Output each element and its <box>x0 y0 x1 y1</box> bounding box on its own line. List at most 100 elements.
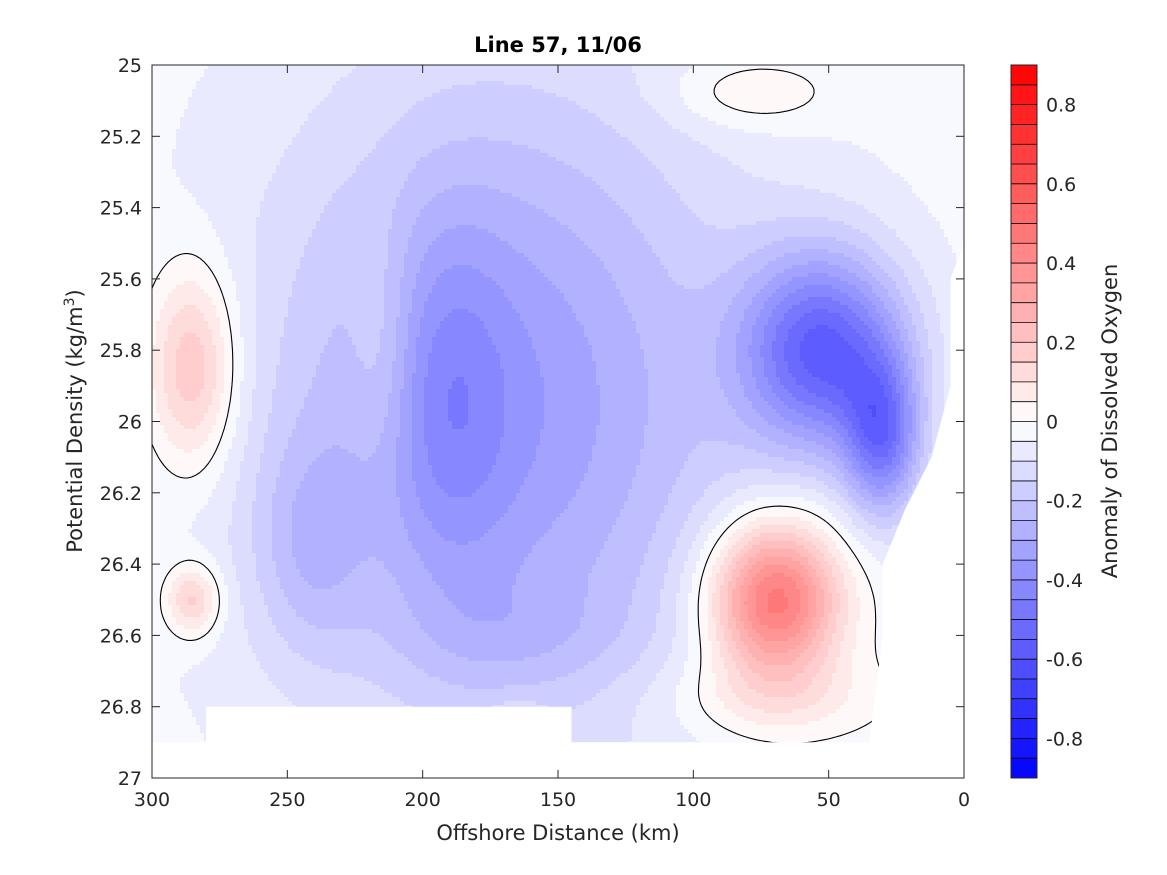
contour-cell <box>208 265 229 270</box>
contour-cell <box>152 769 225 774</box>
contour-cell <box>920 489 933 494</box>
contour-cell <box>300 257 389 262</box>
contour-cell <box>340 77 637 82</box>
contour-cell <box>228 773 405 778</box>
contour-cell <box>280 157 365 162</box>
contour-cell <box>724 473 801 478</box>
contour-cell <box>716 225 737 230</box>
contour-cell <box>896 405 901 410</box>
contour-cell <box>528 469 589 474</box>
contour-cell <box>872 285 885 290</box>
contour-cell <box>380 685 465 690</box>
contour-cell <box>684 73 729 78</box>
contour-cell <box>704 541 717 546</box>
contour-cell <box>176 385 205 390</box>
contour-cell <box>900 373 905 378</box>
contour-cell <box>540 361 597 366</box>
contour-cell <box>792 677 813 682</box>
contour-cell <box>792 325 817 330</box>
contour-cell <box>412 445 429 450</box>
contour-cell <box>356 349 381 354</box>
contour-cell <box>736 409 757 414</box>
contour-cell <box>700 653 713 658</box>
contour-cell <box>908 461 917 466</box>
contour-cell <box>844 625 857 630</box>
contour-cell <box>396 205 425 210</box>
contour-cell <box>648 421 745 426</box>
contour-cell <box>848 689 889 694</box>
contour-cell <box>640 345 717 350</box>
contour-cell <box>544 417 601 422</box>
contour-cell <box>500 717 537 722</box>
contour-cell <box>424 401 449 406</box>
contour-cell <box>744 501 817 506</box>
contour-cell <box>220 597 229 602</box>
contour-cell <box>876 645 964 650</box>
contour-cell <box>700 589 709 594</box>
contour-cell <box>176 133 297 138</box>
contour-cell <box>152 673 185 678</box>
contour-cell <box>816 453 837 458</box>
contour-cell <box>632 69 689 74</box>
contour-cell <box>424 441 501 446</box>
colorbar-swatch <box>1011 480 1037 502</box>
contour-cell <box>716 621 721 626</box>
contour-cell <box>684 465 817 470</box>
contour-cell <box>400 389 413 394</box>
contour-cell <box>700 657 713 662</box>
contour-cell <box>856 625 877 630</box>
contour-cell <box>628 497 669 502</box>
contour-cell <box>408 345 417 350</box>
contour-cell <box>520 569 593 574</box>
contour-cell <box>928 401 933 406</box>
contour-cell <box>720 645 729 650</box>
contour-cell <box>152 509 201 514</box>
contour-cell <box>668 493 705 498</box>
contour-cell <box>920 393 925 398</box>
contour-cell <box>200 389 213 394</box>
contour-cell <box>588 465 637 470</box>
contour-cell <box>296 417 385 422</box>
contour-cell <box>836 657 853 662</box>
contour-cell <box>724 101 809 106</box>
contour-cell <box>440 145 529 150</box>
contour-cell <box>944 345 964 350</box>
contour-cell <box>888 329 901 334</box>
contour-cell <box>600 689 649 694</box>
contour-cell <box>588 245 653 250</box>
contour-cell <box>856 509 869 514</box>
contour-cell <box>860 617 877 622</box>
contour-cell <box>924 357 933 362</box>
contour-cell <box>232 397 241 402</box>
contour-cell <box>824 569 833 574</box>
contour-cell <box>912 349 921 354</box>
contour-cell <box>200 561 217 566</box>
contour-cell <box>824 629 837 634</box>
contour-cell <box>888 397 893 402</box>
contour-cell <box>428 365 501 370</box>
contour-cell <box>152 173 177 178</box>
contour-cell <box>716 573 725 578</box>
contour-cell <box>724 657 733 662</box>
contour-cell <box>580 105 653 110</box>
contour-cell <box>732 605 741 610</box>
contour-cell <box>688 69 745 74</box>
contour-cell <box>676 697 701 702</box>
contour-cell <box>912 409 917 414</box>
contour-cell <box>944 389 964 394</box>
contour-cell <box>896 357 901 362</box>
contour-cell <box>832 437 845 442</box>
contour-cell <box>252 549 273 554</box>
colorbar-swatch <box>1011 322 1037 343</box>
contour-cell <box>944 413 964 418</box>
contour-cell <box>636 705 677 710</box>
contour-cell <box>220 409 229 414</box>
contour-cell <box>488 185 601 190</box>
contour-cell <box>844 389 885 394</box>
contour-cell <box>744 769 965 774</box>
contour-cell <box>840 505 853 510</box>
contour-cell <box>756 221 845 226</box>
contour-cell <box>436 193 513 198</box>
contour-cell <box>932 213 964 218</box>
contour-cell <box>504 389 545 394</box>
